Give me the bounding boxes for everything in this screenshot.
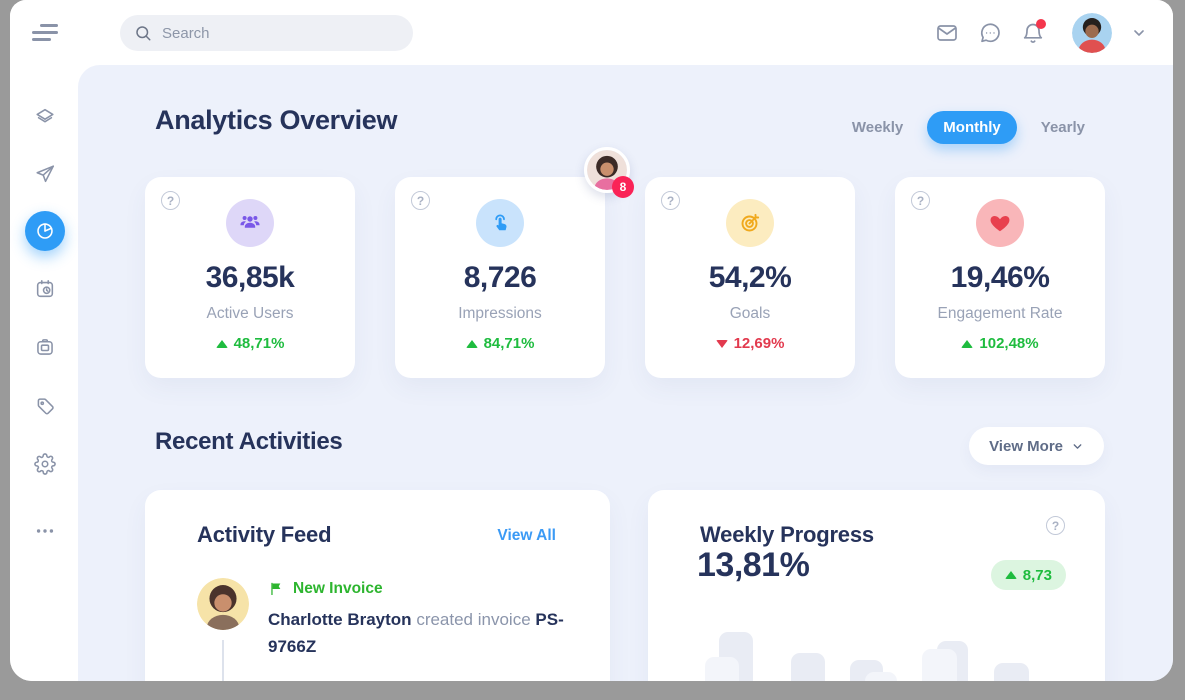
up-arrow-icon [215, 340, 228, 349]
stat-value: 54,2% [708, 261, 792, 294]
flag-icon [271, 582, 281, 595]
activity-tag: New Invoice [268, 580, 583, 598]
stat-label: Active Users [206, 305, 294, 322]
users-icon [226, 199, 274, 247]
tab-weekly[interactable]: Weekly [836, 111, 919, 144]
sidebar-item-more[interactable] [25, 511, 65, 551]
layers-icon [36, 108, 54, 123]
search-icon [136, 26, 151, 41]
stat-card-engagement: ? 19,46% Engagement Rate 102,48% [895, 177, 1105, 378]
help-icon[interactable]: ? [161, 191, 180, 210]
weekly-progress-card: Weekly Progress ? 13,81% 8,73 [648, 490, 1105, 681]
page-title: Analytics Overview [155, 105, 398, 135]
tab-monthly[interactable]: Monthly [927, 111, 1017, 144]
stat-label: Goals [729, 305, 771, 322]
sidebar-item-settings[interactable] [25, 444, 65, 484]
sidebar-item-tags[interactable] [25, 386, 65, 426]
stat-value: 19,46% [950, 261, 1050, 294]
menu-hamburger-icon[interactable] [32, 24, 58, 42]
help-icon[interactable]: ? [1046, 516, 1065, 535]
stat-card-active-users: ? 36,85k Active Users 48,71% [145, 177, 355, 378]
chat-button[interactable] [978, 21, 1002, 45]
chart-bar [922, 649, 957, 681]
up-arrow-icon [1004, 571, 1017, 579]
activity-feed-title: Activity Feed [197, 522, 332, 547]
weekly-progress-title: Weekly Progress [700, 522, 874, 547]
stat-delta: 84,71% [395, 335, 605, 352]
activity-feed-card: Activity Feed View All New Invoice Ch [145, 490, 610, 681]
stat-card-impressions: ? 8,726 Impressions 84,71% [395, 177, 605, 378]
section-title-recent-activities: Recent Activities [155, 428, 343, 455]
stat-value: 36,85k [205, 261, 295, 294]
chevron-down-icon [1134, 29, 1144, 36]
chat-icon [980, 22, 1000, 42]
chevron-down-icon [1073, 443, 1082, 449]
briefcase-icon [37, 339, 53, 355]
mail-button[interactable] [935, 21, 959, 45]
calendar-clock-icon [36, 279, 54, 298]
view-more-button[interactable]: View More [969, 427, 1104, 465]
stat-label: Impressions [458, 305, 542, 322]
activity-avatar[interactable] [197, 578, 249, 630]
tag-icon [37, 398, 54, 415]
weekly-progress-chart [648, 490, 1105, 681]
stat-delta: 102,48% [895, 335, 1105, 352]
down-arrow-icon [715, 340, 728, 349]
search-bar [120, 15, 413, 51]
stat-label: Engagement Rate [937, 305, 1063, 322]
mail-icon [937, 24, 957, 41]
weekly-progress-value: 13,81% [697, 546, 810, 584]
send-icon [36, 165, 55, 183]
profile-menu-chevron[interactable] [1131, 25, 1147, 41]
pie-chart-icon [37, 223, 53, 239]
bell-icon [1023, 23, 1043, 43]
chart-bar [791, 653, 825, 681]
tab-yearly[interactable]: Yearly [1025, 111, 1101, 144]
stat-delta: 48,71% [145, 335, 355, 352]
settings-gear-icon [34, 453, 56, 475]
help-icon[interactable]: ? [911, 191, 930, 210]
sidebar-item-send[interactable] [25, 154, 65, 194]
user-avatar[interactable] [1072, 12, 1112, 53]
target-icon [726, 199, 774, 247]
chart-bar [994, 663, 1029, 681]
stat-delta: 12,69% [645, 335, 855, 352]
sidebar-item-analytics[interactable] [25, 211, 65, 251]
topbar [78, 0, 1173, 65]
sidebar-item-layers[interactable] [25, 97, 65, 137]
chart-bar [705, 657, 739, 681]
chart-bar [865, 672, 897, 681]
notification-count-badge[interactable]: 8 [612, 176, 634, 198]
timeline-connector [222, 640, 224, 681]
view-all-link[interactable]: View All [497, 527, 556, 544]
help-icon[interactable]: ? [411, 191, 430, 210]
weekly-progress-delta-badge: 8,73 [990, 560, 1066, 590]
notification-dot [1036, 18, 1046, 29]
heart-icon [976, 199, 1024, 247]
activity-item[interactable]: New Invoice Charlotte Brayton created in… [268, 580, 583, 660]
main-content: Analytics Overview Weekly Monthly Yearly… [78, 65, 1173, 681]
sidebar [10, 0, 78, 681]
stat-card-goals: ? 54,2% Goals 12,69% [645, 177, 855, 378]
up-arrow-icon [961, 340, 974, 349]
activity-text: Charlotte Brayton created invoice PS-976… [268, 610, 564, 656]
stat-value: 8,726 [463, 261, 537, 294]
tap-icon [476, 199, 524, 247]
range-toggle: Weekly Monthly Yearly [836, 111, 1101, 144]
help-icon[interactable]: ? [661, 191, 680, 210]
more-ellipsis-icon [36, 529, 54, 533]
search-input[interactable] [120, 15, 413, 51]
notifications-button[interactable] [1021, 18, 1046, 45]
up-arrow-icon [465, 340, 478, 349]
sidebar-item-schedule[interactable] [25, 269, 65, 309]
app-window: Analytics Overview Weekly Monthly Yearly… [10, 0, 1173, 681]
sidebar-item-projects[interactable] [25, 327, 65, 367]
